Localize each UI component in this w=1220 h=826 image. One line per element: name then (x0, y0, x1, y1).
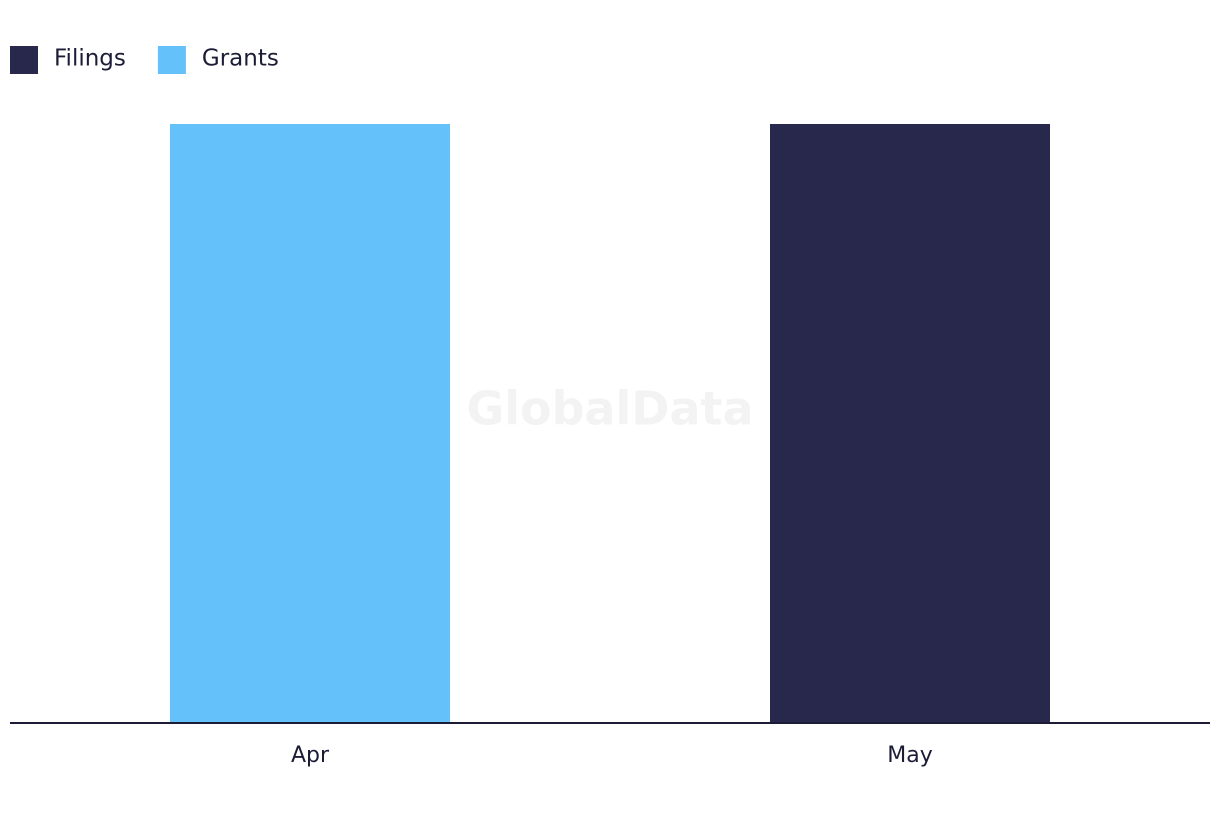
legend-label: Grants (202, 46, 279, 72)
legend-label: Filings (54, 46, 126, 72)
x-tick-label: Apr (291, 743, 330, 768)
watermark: GlobalData (466, 382, 753, 436)
bar (770, 124, 1050, 723)
legend-swatch (157, 46, 186, 74)
legend-swatch (10, 46, 38, 74)
bar (170, 124, 450, 723)
x-tick-label: May (887, 743, 932, 768)
